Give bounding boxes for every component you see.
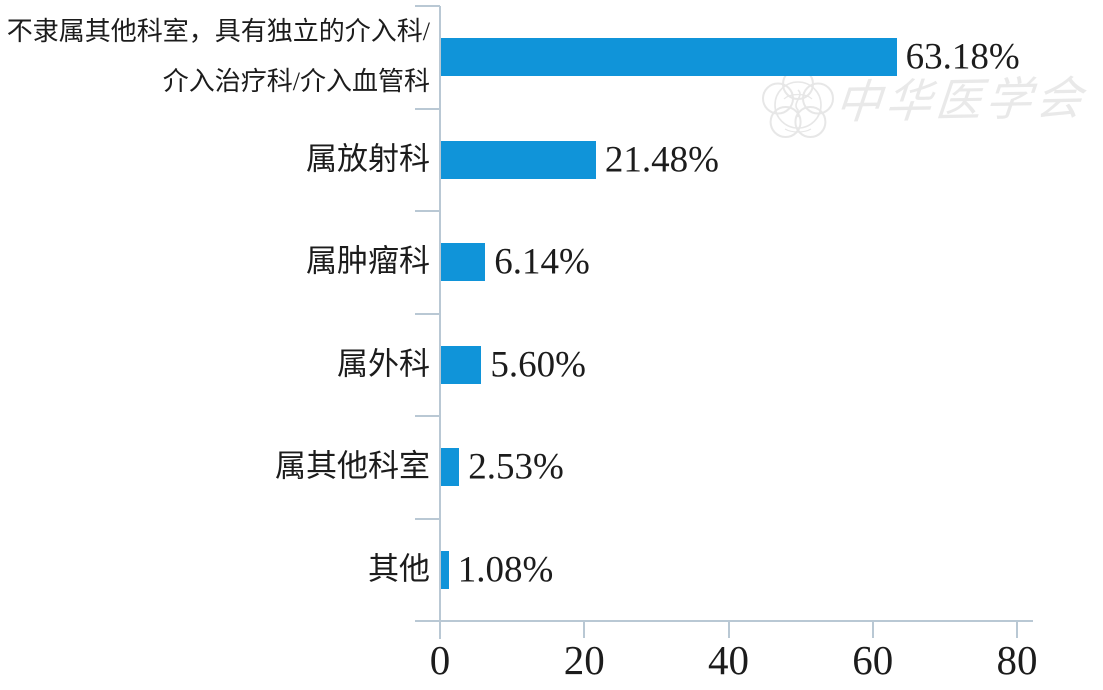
x-axis-tick-label: 60 xyxy=(852,637,894,683)
x-axis-tick xyxy=(1016,621,1018,638)
y-axis-tick xyxy=(415,107,440,110)
bar-row: 属外科 5.60% xyxy=(0,314,1103,417)
category-label: 不隶属其他科室，具有独立的介入科/ 介入治疗科/介入血管科 xyxy=(6,17,430,97)
x-axis-tick-label: 0 xyxy=(429,637,451,683)
value-label: 63.18% xyxy=(905,36,1020,78)
bar-row: 属其他科室 2.53% xyxy=(0,416,1103,519)
value-label: 6.14% xyxy=(494,241,590,283)
bar xyxy=(441,550,449,589)
bar xyxy=(441,140,596,179)
category-label: 属放射科 xyxy=(306,141,430,177)
bar xyxy=(441,448,460,487)
x-axis-line xyxy=(415,620,1033,622)
y-axis-tick xyxy=(415,415,440,417)
category-label: 其他 xyxy=(368,551,430,587)
y-axis-tick xyxy=(415,210,440,212)
category-label: 属外科 xyxy=(337,346,430,382)
bar xyxy=(441,345,482,384)
x-axis-tick xyxy=(871,621,874,638)
bar-row: 不隶属其他科室，具有独立的介入科/ 介入治疗科/介入血管科 63.18% xyxy=(0,6,1103,109)
value-label: 21.48% xyxy=(604,139,719,181)
category-label: 属肿瘤科 xyxy=(306,243,430,279)
value-label: 5.60% xyxy=(490,344,586,386)
value-label: 2.53% xyxy=(468,446,564,488)
y-axis-tick xyxy=(415,5,440,7)
y-axis-tick xyxy=(415,312,440,315)
category-label: 属其他科室 xyxy=(275,448,430,484)
value-label: 1.08% xyxy=(457,549,554,591)
x-axis-tick-label: 20 xyxy=(563,637,605,683)
bar-row: 其他 1.08% xyxy=(0,519,1103,622)
bar xyxy=(441,243,486,282)
x-axis-tick-label: 40 xyxy=(708,637,749,683)
bar-row: 属肿瘤科 6.14% xyxy=(0,211,1103,314)
y-axis-tick xyxy=(415,517,440,520)
y-axis-line xyxy=(439,6,441,639)
bar-row: 属放射科 21.48% xyxy=(0,109,1103,212)
x-axis-tick xyxy=(583,621,586,638)
x-axis-tick xyxy=(727,621,730,638)
x-axis-tick-label: 80 xyxy=(996,637,1038,683)
bar xyxy=(441,38,897,77)
